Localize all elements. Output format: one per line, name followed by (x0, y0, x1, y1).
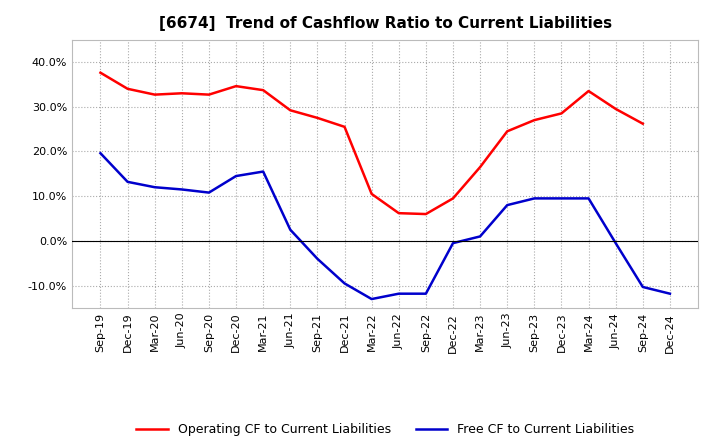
Free CF to Current Liabilities (150, 185, 159, 190)
Operating CF to Current Liabilities (530, 117, 539, 123)
Free CF to Current Liabilities (639, 284, 647, 290)
Operating CF to Current Liabilities (449, 196, 457, 201)
Line: Free CF to Current Liabilities: Free CF to Current Liabilities (101, 153, 670, 299)
Free CF to Current Liabilities (341, 281, 349, 286)
Operating CF to Current Liabilities (123, 86, 132, 92)
Free CF to Current Liabilities (313, 256, 322, 261)
Operating CF to Current Liabilities (395, 210, 403, 216)
Free CF to Current Liabilities (421, 291, 430, 296)
Free CF to Current Liabilities (96, 150, 105, 156)
Legend: Operating CF to Current Liabilities, Free CF to Current Liabilities: Operating CF to Current Liabilities, Fre… (131, 418, 639, 440)
Free CF to Current Liabilities (611, 241, 620, 246)
Operating CF to Current Liabilities (341, 124, 349, 129)
Line: Operating CF to Current Liabilities: Operating CF to Current Liabilities (101, 73, 643, 214)
Free CF to Current Liabilities (367, 297, 376, 302)
Operating CF to Current Liabilities (204, 92, 213, 97)
Free CF to Current Liabilities (178, 187, 186, 192)
Free CF to Current Liabilities (449, 241, 457, 246)
Operating CF to Current Liabilities (584, 88, 593, 94)
Free CF to Current Liabilities (259, 169, 268, 174)
Operating CF to Current Liabilities (476, 165, 485, 170)
Operating CF to Current Liabilities (150, 92, 159, 97)
Operating CF to Current Liabilities (286, 108, 294, 113)
Free CF to Current Liabilities (232, 173, 240, 179)
Operating CF to Current Liabilities (503, 128, 511, 134)
Free CF to Current Liabilities (123, 179, 132, 184)
Operating CF to Current Liabilities (421, 211, 430, 216)
Operating CF to Current Liabilities (96, 70, 105, 75)
Operating CF to Current Liabilities (313, 115, 322, 121)
Operating CF to Current Liabilities (639, 121, 647, 126)
Operating CF to Current Liabilities (178, 91, 186, 96)
Free CF to Current Liabilities (204, 190, 213, 195)
Title: [6674]  Trend of Cashflow Ratio to Current Liabilities: [6674] Trend of Cashflow Ratio to Curren… (158, 16, 612, 32)
Free CF to Current Liabilities (395, 291, 403, 296)
Free CF to Current Liabilities (286, 227, 294, 232)
Free CF to Current Liabilities (476, 234, 485, 239)
Operating CF to Current Liabilities (232, 84, 240, 89)
Operating CF to Current Liabilities (367, 191, 376, 197)
Free CF to Current Liabilities (503, 202, 511, 208)
Operating CF to Current Liabilities (259, 88, 268, 93)
Free CF to Current Liabilities (530, 196, 539, 201)
Operating CF to Current Liabilities (611, 106, 620, 112)
Free CF to Current Liabilities (665, 291, 674, 296)
Free CF to Current Liabilities (584, 196, 593, 201)
Operating CF to Current Liabilities (557, 111, 566, 116)
Free CF to Current Liabilities (557, 196, 566, 201)
